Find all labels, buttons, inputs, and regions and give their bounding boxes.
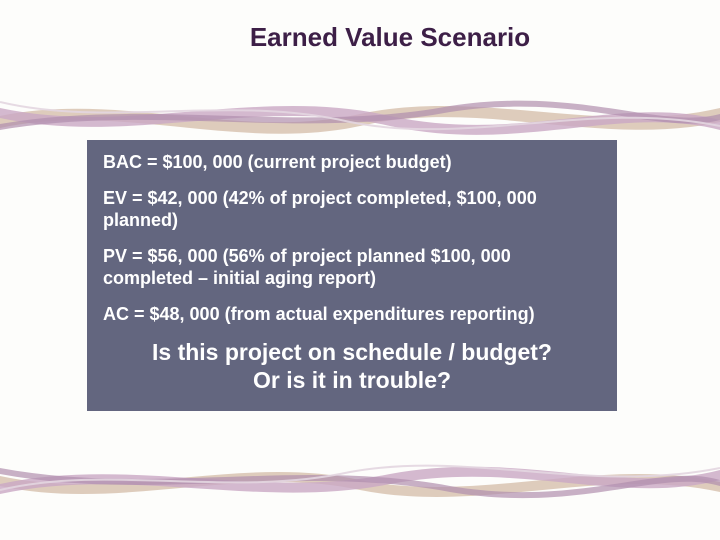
metric-pv: PV = $56, 000 (56% of project planned $1… (103, 246, 601, 290)
question-line-2: Or is it in trouble? (253, 367, 451, 393)
metric-bac: BAC = $100, 000 (current project budget) (103, 152, 601, 174)
decorative-wave-top (0, 86, 720, 142)
metric-ev: EV = $42, 000 (42% of project completed,… (103, 188, 601, 232)
slide-title: Earned Value Scenario (0, 22, 720, 53)
metric-ac: AC = $48, 000 (from actual expenditures … (103, 304, 601, 326)
content-panel: BAC = $100, 000 (current project budget)… (87, 140, 617, 411)
decorative-wave-bottom (0, 450, 720, 506)
question-text: Is this project on schedule / budget? Or… (103, 338, 601, 396)
question-line-1: Is this project on schedule / budget? (152, 339, 552, 365)
